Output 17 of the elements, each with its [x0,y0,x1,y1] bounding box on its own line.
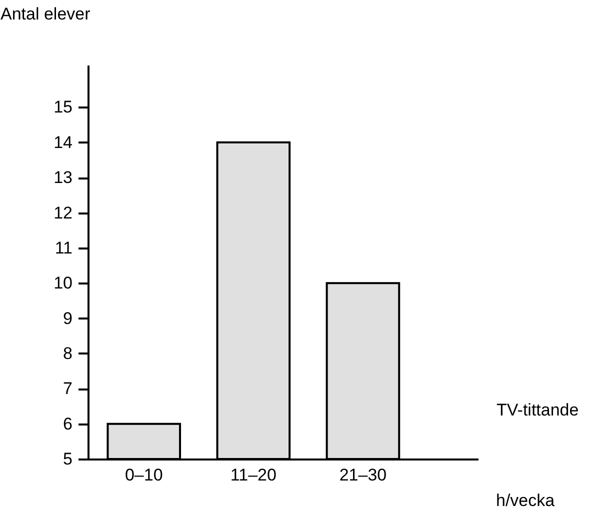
y-tick-label: 8 [63,344,72,363]
y-tick-label: 5 [63,450,72,468]
x-tick-label: 21–30 [339,466,387,484]
x-tick-label: 11–20 [230,466,276,484]
x-tick-label: 0–10 [124,466,163,484]
y-tick-label: 7 [63,379,72,398]
y-tick-label: 10 [54,274,72,293]
y-tick-label: 12 [54,203,72,222]
x-axis-title: TV-tittande [496,400,579,420]
y-tick-label: 9 [63,308,72,328]
y-tick-label: 6 [63,414,72,434]
y-tick-label: 11 [54,238,72,258]
y-tick-label: 14 [54,132,72,152]
text: h/vecka [496,491,556,510]
y-tick-label: 13 [54,168,72,188]
y-tick-label: 15 [54,98,72,117]
y-axis-title: Antal elever [0,4,91,24]
